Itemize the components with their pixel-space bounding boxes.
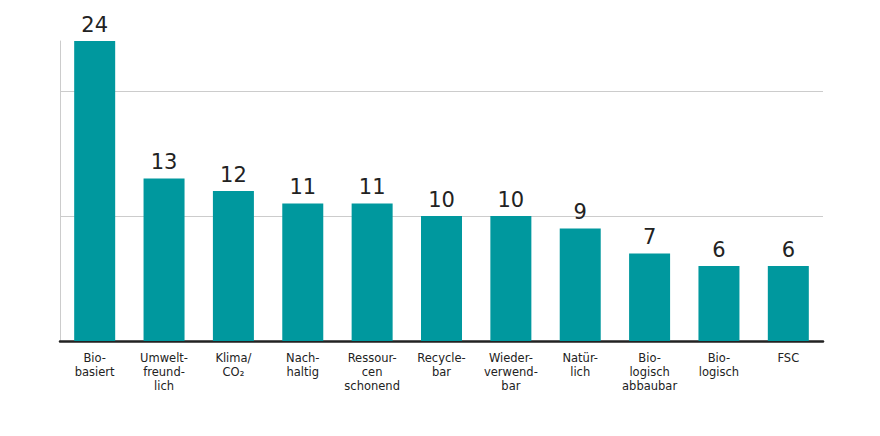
svg-text:10: 10 (428, 188, 455, 212)
svg-text:Natür-: Natür- (562, 351, 598, 365)
svg-text:Wieder-: Wieder- (489, 351, 533, 365)
svg-text:Ressour-: Ressour- (348, 351, 397, 365)
svg-text:10: 10 (497, 188, 524, 212)
svg-text:Bio-: Bio- (708, 351, 730, 365)
svg-text:12: 12 (220, 163, 247, 187)
svg-text:FSC: FSC (777, 351, 799, 365)
svg-text:logisch: logisch (629, 365, 669, 379)
svg-text:haltig: haltig (286, 365, 319, 379)
svg-text:basiert: basiert (75, 365, 115, 379)
svg-text:verwend-: verwend- (484, 365, 538, 379)
svg-text:6: 6 (782, 238, 795, 262)
svg-text:logisch: logisch (699, 365, 739, 379)
svg-text:Bio-: Bio- (83, 351, 105, 365)
svg-text:11: 11 (289, 175, 316, 199)
svg-text:Recycle-: Recycle- (417, 351, 465, 365)
svg-text:13: 13 (151, 150, 178, 174)
svg-text:lich: lich (154, 379, 174, 393)
svg-text:freund-: freund- (143, 365, 185, 379)
svg-text:24: 24 (81, 13, 108, 37)
svg-text:schonend: schonend (344, 379, 400, 393)
svg-text:Bio-: Bio- (638, 351, 660, 365)
svg-text:bar: bar (432, 365, 451, 379)
svg-text:bar: bar (501, 379, 520, 393)
svg-text:CO₂: CO₂ (223, 365, 245, 379)
svg-text:lich: lich (570, 365, 590, 379)
svg-text:9: 9 (574, 200, 587, 224)
svg-text:6: 6 (712, 238, 725, 262)
svg-text:abbaubar: abbaubar (622, 379, 677, 393)
svg-text:7: 7 (643, 225, 656, 249)
svg-text:Klima/: Klima/ (215, 351, 251, 365)
svg-text:Nach-: Nach- (286, 351, 319, 365)
svg-text:Umwelt-: Umwelt- (140, 351, 188, 365)
svg-text:11: 11 (359, 175, 386, 199)
svg-text:cen: cen (362, 365, 383, 379)
